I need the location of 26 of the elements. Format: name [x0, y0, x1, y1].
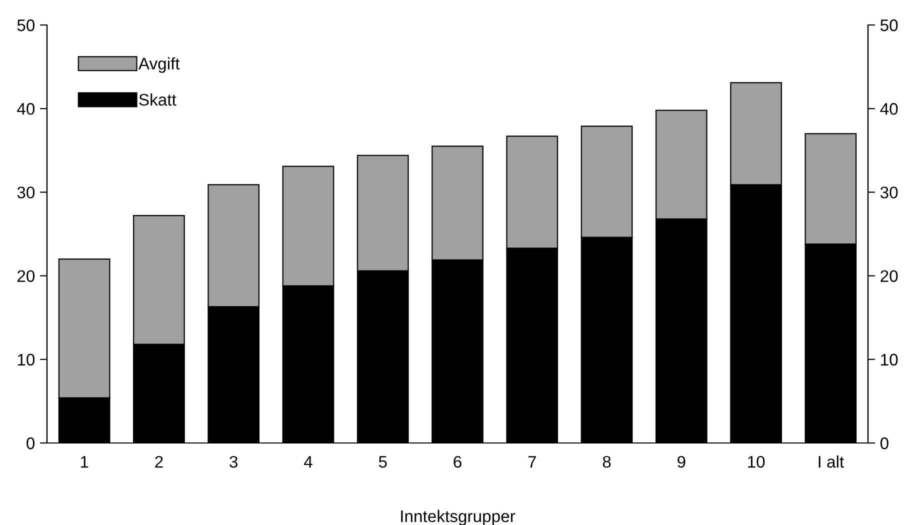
- y-tick-label: 10: [18, 354, 35, 366]
- y-tick-label: 40: [17, 103, 35, 115]
- legend-label: Avgift: [138, 57, 180, 73]
- x-tick-label: 10: [748, 456, 765, 468]
- x-tick-label: 6: [454, 456, 462, 468]
- x-tick-label: 9: [678, 456, 686, 468]
- y2-tick-label: 50: [880, 19, 898, 32]
- x-axis-title: Inntektsgrupper: [401, 510, 516, 525]
- y2-tick-label: 0: [880, 437, 888, 450]
- x-tick-label: 8: [602, 456, 611, 468]
- y-tick-label: 50: [17, 19, 35, 32]
- y-tick-label: 0: [26, 437, 35, 450]
- y-tick-label: 30: [17, 186, 35, 198]
- y2-tick-label: 40: [880, 103, 898, 115]
- y2-tick-label: 30: [880, 186, 898, 198]
- y2-tick-label: 10: [881, 354, 898, 366]
- y2-tick-label: 20: [880, 270, 898, 282]
- y-tick-label: 20: [17, 270, 35, 282]
- x-tick-label: 7: [528, 456, 536, 468]
- x-tick-label: 4: [304, 456, 312, 468]
- x-tick-label: 2: [155, 456, 163, 468]
- x-tick-label: 3: [230, 456, 238, 468]
- x-tick-label: 1: [80, 456, 88, 468]
- x-tick-label: I alt: [818, 456, 844, 468]
- x-tick-label: 5: [378, 456, 387, 468]
- legend-label: Skatt: [139, 93, 176, 106]
